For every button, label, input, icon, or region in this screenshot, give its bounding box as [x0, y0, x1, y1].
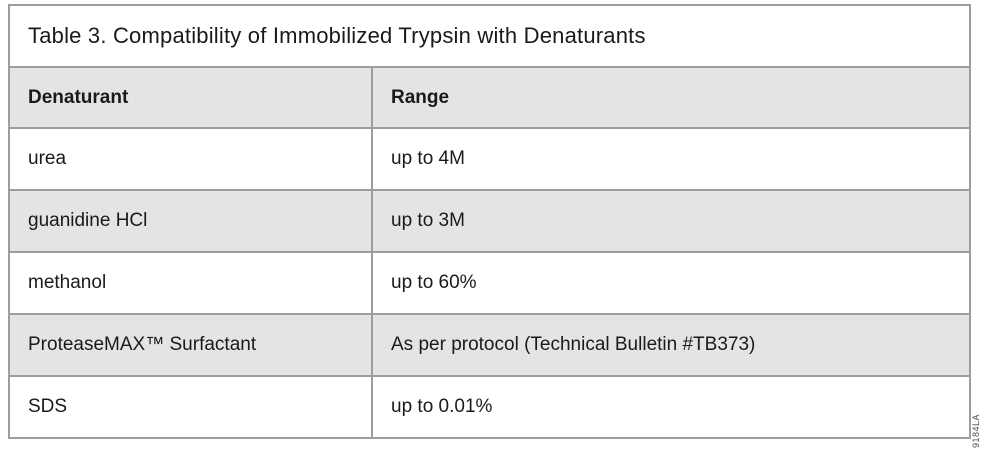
cell-denaturant: methanol: [8, 251, 373, 315]
figure-code-label: 9184LA: [971, 413, 981, 448]
cell-denaturant: ProteaseMAX™ Surfactant: [8, 313, 373, 377]
cell-range: up to 60%: [371, 251, 971, 315]
table-title-row: Table 3. Compatibility of Immobilized Tr…: [8, 4, 971, 68]
column-header-denaturant: Denaturant: [8, 66, 373, 129]
cell-denaturant: SDS: [8, 375, 373, 439]
table-row-urea: urea up to 4M: [8, 127, 971, 191]
cell-denaturant: guanidine HCl: [8, 189, 373, 253]
table-row-sds: SDS up to 0.01%: [8, 375, 971, 439]
cell-range: As per protocol (Technical Bulletin #TB3…: [371, 313, 971, 377]
column-header-range: Range: [371, 66, 971, 129]
cell-denaturant: urea: [8, 127, 373, 191]
cell-range: up to 4M: [371, 127, 971, 191]
cell-range: up to 0.01%: [371, 375, 971, 439]
table-row-proteasemax-surfactant: ProteaseMAX™ Surfactant As per protocol …: [8, 313, 971, 377]
cell-range: up to 3M: [371, 189, 971, 253]
compatibility-table: Table 3. Compatibility of Immobilized Tr…: [8, 4, 971, 439]
table-figure: Table 3. Compatibility of Immobilized Tr…: [8, 4, 971, 439]
table-title: Table 3. Compatibility of Immobilized Tr…: [8, 4, 971, 68]
table-row-methanol: methanol up to 60%: [8, 251, 971, 315]
table-header-row: Denaturant Range: [8, 66, 971, 129]
table-row-guanidine-hcl: guanidine HCl up to 3M: [8, 189, 971, 253]
